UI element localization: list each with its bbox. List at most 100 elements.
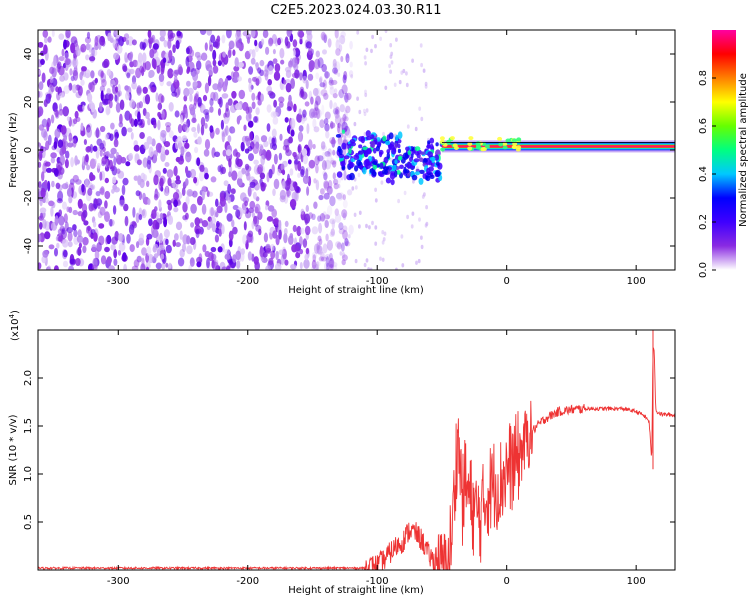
spectrogram-cell: [58, 209, 62, 217]
spectrogram-cell: [243, 221, 247, 231]
spectrogram-cell: [189, 257, 195, 267]
spectrogram-cell: [364, 61, 367, 66]
spectrogram-cell: [316, 245, 324, 256]
spectrogram-cell: [160, 151, 166, 162]
spectrogram-cell: [342, 199, 348, 209]
spectrogram-cell: [174, 110, 180, 118]
spectrogram-cell: [303, 258, 310, 269]
spectrogram-cell: [260, 154, 266, 166]
spectrogram-cell: [268, 37, 274, 47]
spectrogram-cell: [314, 155, 320, 166]
spectrogram-cell: [221, 93, 229, 99]
spectrogram-cell: [204, 122, 208, 129]
spectrogram-cell: [104, 190, 111, 200]
spectrogram-cell: [302, 238, 308, 248]
spectrogram-cell: [251, 92, 256, 101]
spectrogram-cell: [53, 109, 60, 116]
spectrogram-cell: [236, 260, 241, 269]
spectrogram-cell: [308, 159, 316, 169]
spectrogram-blob-cell: [336, 171, 343, 178]
spectrogram-cell: [358, 109, 362, 115]
spectrogram-cell: [160, 146, 166, 155]
spectrogram-cell: [213, 210, 217, 218]
spectrogram-cell: [227, 49, 232, 59]
spectrogram-cell: [247, 186, 252, 197]
spectrogram-cell: [142, 61, 147, 73]
spectrogram-cell: [306, 186, 310, 196]
spectrogram-cell: [160, 68, 165, 75]
spectrogram-cell: [153, 193, 159, 201]
spectrogram-cell: [44, 231, 51, 240]
figure-title: C2E5.2023.024.03.30.R11: [270, 3, 441, 18]
spectrogram-cell: [363, 108, 366, 114]
spectrogram-cell: [101, 156, 107, 165]
spectrogram-cell: [329, 82, 334, 90]
spectrogram-cell: [83, 139, 87, 145]
spectrogram-cell: [133, 259, 140, 268]
spectrogram-cell: [189, 237, 196, 245]
spectrogram-cell: [316, 108, 321, 120]
spectrogram-cell: [282, 181, 286, 189]
spectrogram-cell: [209, 44, 214, 52]
spectrogram-cell: [84, 72, 90, 79]
spectrogram-cell: [329, 86, 335, 95]
spectrogram-cell: [159, 36, 165, 42]
spectrogram-cell: [138, 101, 143, 109]
spectrogram-cell: [182, 243, 186, 253]
spectrogram-cell: [221, 266, 227, 270]
spectrogram-cell: [289, 168, 294, 176]
spectrogram-cell: [68, 132, 73, 142]
spectrogram-cell: [104, 211, 110, 223]
spectrogram-cell: [139, 65, 144, 73]
spectrogram-cell: [57, 139, 64, 148]
spectrogram-cell: [90, 184, 96, 191]
spectrogram-cell: [312, 118, 317, 129]
spectrogram-blob-cell: [394, 159, 398, 165]
spectrogram-cell: [221, 34, 226, 44]
spectrogram-cell: [420, 116, 424, 122]
spectrogram-line-wiggle: [516, 145, 522, 150]
spectrogram-cell: [112, 176, 117, 184]
spectrogram-cell: [263, 140, 269, 148]
spectrogram-cell: [67, 241, 73, 248]
spectrogram-cell: [228, 40, 235, 49]
spectrogram-cell: [243, 124, 247, 132]
spectrogram-blob-cell: [376, 142, 382, 147]
spectrogram-cell: [189, 93, 193, 102]
spectrogram-cell: [304, 101, 310, 107]
spectrogram-blob-cell: [397, 143, 401, 149]
spectrogram-cell: [318, 222, 323, 234]
spectrogram-cell: [135, 190, 141, 197]
spectrogram-cell: [294, 182, 298, 192]
spectrogram-cell: [38, 150, 43, 162]
spectrogram-cell: [342, 194, 346, 201]
spectrogram-cell: [173, 79, 180, 89]
spectrogram-cell: [411, 58, 414, 63]
snr-panel: -300 -200 -100 0 100 0.5 1.0 1.5 2.0 Height of …: [8, 310, 676, 596]
spectrogram-cell: [139, 132, 145, 139]
spectrogram-cell: [274, 263, 282, 270]
spectrogram-cell: [343, 70, 348, 81]
spectrogram-cell: [84, 36, 92, 44]
spectrogram-cell: [323, 172, 328, 181]
spectrogram-cell: [381, 257, 385, 262]
spectrogram-cell: [192, 70, 199, 82]
spectrogram-cell: [45, 197, 49, 204]
spectrogram-blob-cell: [428, 160, 433, 166]
spectrogram-cell: [91, 244, 97, 252]
spectrogram-cell: [104, 133, 109, 140]
spectrogram-cell: [340, 36, 345, 45]
spectrogram-cell: [422, 68, 426, 73]
spectrogram-cell: [105, 236, 109, 245]
spectrogram-blob-cell: [428, 166, 434, 172]
spectrogram-cell: [324, 253, 331, 260]
spectrogram-cell: [74, 155, 78, 166]
spectrogram-cell: [324, 214, 331, 220]
spectrogram-cell: [320, 89, 328, 97]
spectrogram-cell: [332, 160, 337, 168]
spectrogram-cell: [128, 152, 134, 161]
spectrogram-cell: [335, 48, 341, 56]
spectrogram-cell: [128, 224, 135, 235]
spectrogram-cell: [215, 127, 220, 135]
spectrogram-cell: [388, 63, 391, 69]
